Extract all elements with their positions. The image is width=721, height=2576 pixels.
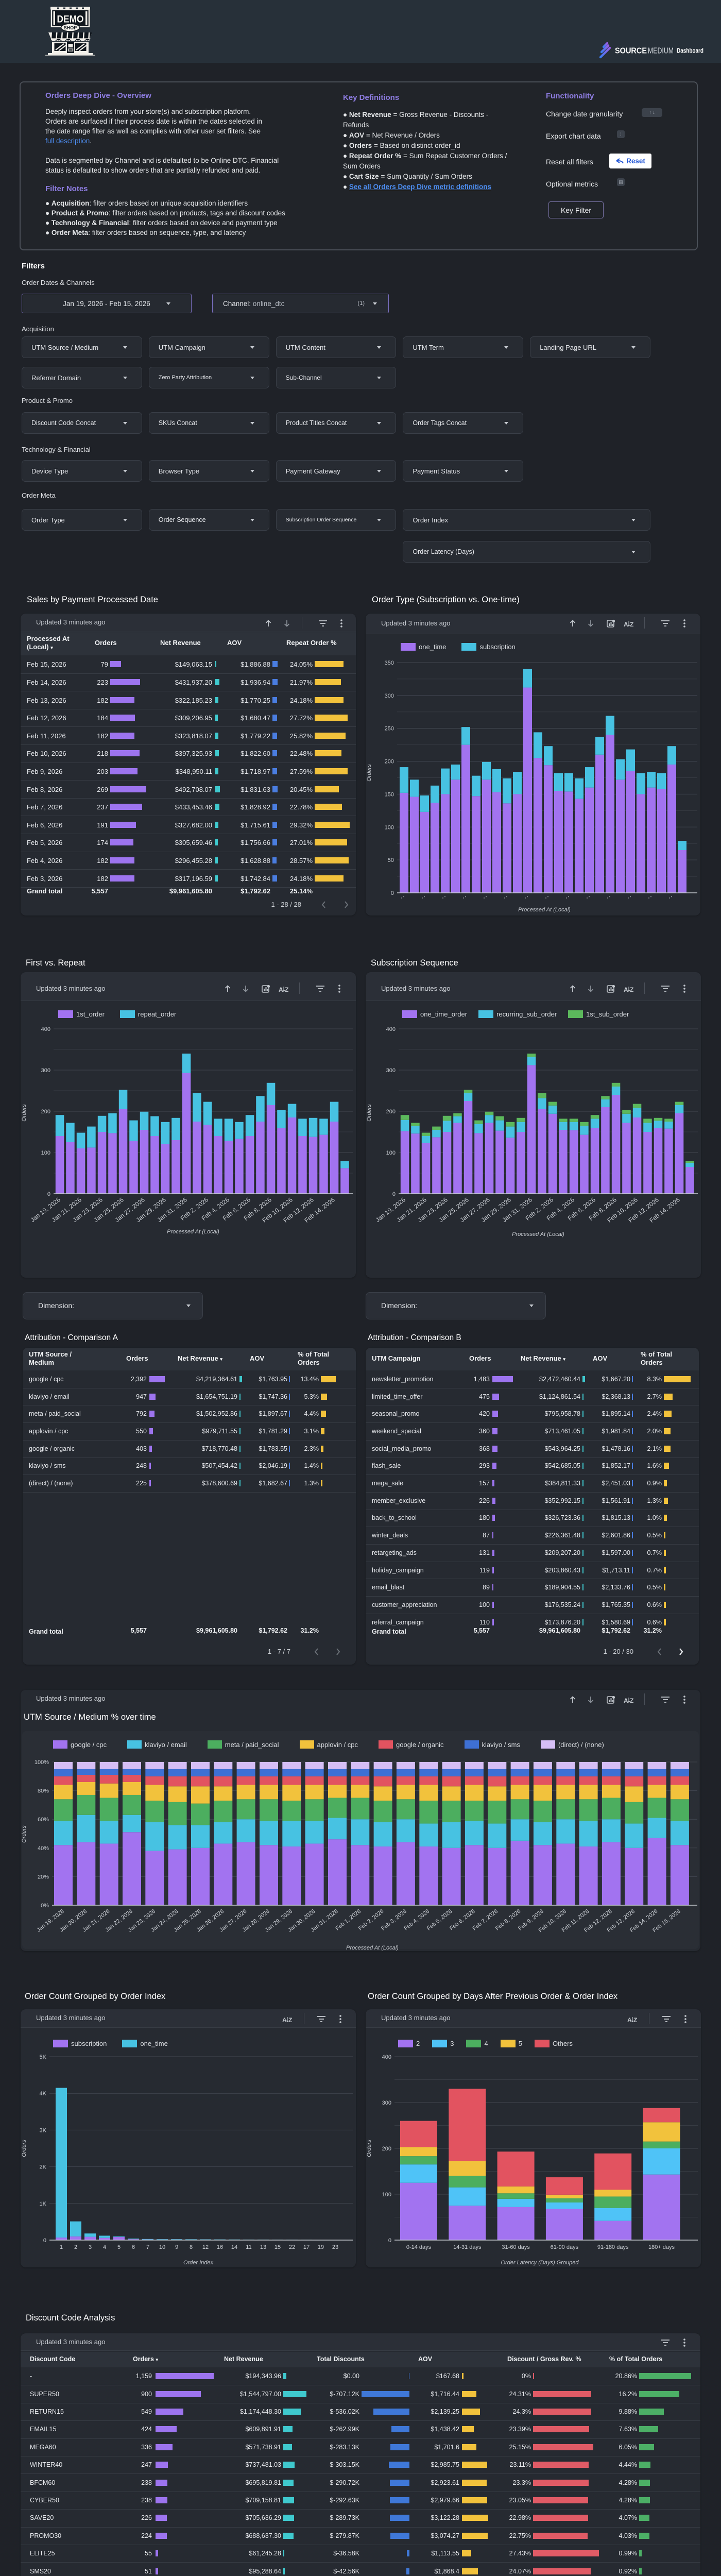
svg-text:1K: 1K xyxy=(40,2201,47,2207)
svg-text:22: 22 xyxy=(289,2244,295,2250)
svg-text:11: 11 xyxy=(246,2244,251,2250)
svg-text:DEMO: DEMO xyxy=(57,14,84,25)
svg-text:3K: 3K xyxy=(40,2127,47,2133)
svg-text:61-90 days: 61-90 days xyxy=(551,2244,579,2250)
svg-text:14-31 days: 14-31 days xyxy=(453,2244,482,2250)
svg-text:Dashboard: Dashboard xyxy=(677,47,703,55)
svg-text:400: 400 xyxy=(382,2054,391,2060)
svg-text:0: 0 xyxy=(47,1191,50,1197)
svg-text:180+ days: 180+ days xyxy=(648,2244,675,2250)
svg-text:Order Latency (Days) Grouped: Order Latency (Days) Grouped xyxy=(501,2260,579,2266)
svg-text:80%: 80% xyxy=(38,1788,49,1794)
svg-text:50: 50 xyxy=(388,857,394,863)
svg-text:23: 23 xyxy=(332,2244,338,2250)
svg-text:0-14 days: 0-14 days xyxy=(406,2244,432,2250)
svg-text:Orders: Orders xyxy=(366,1104,372,1122)
svg-text:10: 10 xyxy=(159,2244,165,2250)
svg-text:Orders: Orders xyxy=(21,1104,27,1122)
svg-text:40%: 40% xyxy=(38,1845,49,1852)
svg-text:15: 15 xyxy=(274,2244,281,2250)
svg-text:6: 6 xyxy=(132,2244,135,2250)
svg-text:5: 5 xyxy=(117,2244,121,2250)
svg-text:200: 200 xyxy=(41,1109,50,1115)
svg-text:Orders: Orders xyxy=(21,1825,27,1843)
svg-text:Z: Z xyxy=(633,2016,637,2024)
svg-text:20%: 20% xyxy=(38,1874,49,1880)
svg-text:300: 300 xyxy=(386,1067,396,1074)
svg-text:Z: Z xyxy=(630,621,633,628)
svg-text:0: 0 xyxy=(43,2238,46,2244)
svg-text:100: 100 xyxy=(386,1150,396,1156)
svg-text:A: A xyxy=(627,2016,632,2024)
svg-text:300: 300 xyxy=(382,2100,391,2106)
svg-text:400: 400 xyxy=(41,1026,50,1032)
svg-text:Orders: Orders xyxy=(366,2140,372,2157)
svg-text:Order Index: Order Index xyxy=(183,2260,214,2266)
svg-text:300: 300 xyxy=(41,1067,50,1074)
svg-text:Z: Z xyxy=(288,2016,292,2024)
svg-text:5K: 5K xyxy=(40,2054,47,2060)
svg-text:SHOP: SHOP xyxy=(64,25,77,30)
svg-text:Processed At (Local): Processed At (Local) xyxy=(167,1229,219,1235)
svg-text:91-180 days: 91-180 days xyxy=(597,2244,629,2250)
svg-text:A: A xyxy=(624,621,628,628)
svg-text:Processed At (Local): Processed At (Local) xyxy=(346,1945,399,1951)
svg-text:Z: Z xyxy=(285,986,288,993)
svg-text:0%: 0% xyxy=(41,1903,49,1909)
svg-text:100: 100 xyxy=(41,1150,50,1156)
svg-text:7: 7 xyxy=(146,2244,149,2250)
svg-text:200: 200 xyxy=(386,1109,396,1115)
svg-text:2: 2 xyxy=(74,2244,77,2250)
svg-text:Z: Z xyxy=(630,1697,633,1704)
svg-text:300: 300 xyxy=(385,693,394,699)
svg-text:2K: 2K xyxy=(40,2164,47,2171)
svg-text:3: 3 xyxy=(89,2244,92,2250)
svg-text:A: A xyxy=(624,986,628,993)
svg-text:A: A xyxy=(279,986,283,993)
svg-text:8: 8 xyxy=(190,2244,193,2250)
svg-text:14: 14 xyxy=(231,2244,237,2250)
svg-text:Processed At (Local): Processed At (Local) xyxy=(512,1231,564,1238)
svg-text:0: 0 xyxy=(388,2238,391,2244)
svg-text:0: 0 xyxy=(391,890,394,896)
svg-text:A: A xyxy=(624,1697,628,1704)
svg-text:100: 100 xyxy=(382,2192,391,2198)
svg-text:400: 400 xyxy=(386,1026,396,1032)
svg-text:13: 13 xyxy=(260,2244,266,2250)
svg-text:200: 200 xyxy=(382,2146,391,2152)
svg-text:A: A xyxy=(282,2016,287,2024)
svg-text:17: 17 xyxy=(303,2244,310,2250)
svg-text:Orders: Orders xyxy=(366,764,372,782)
svg-text:9: 9 xyxy=(175,2244,178,2250)
svg-text:19: 19 xyxy=(318,2244,324,2250)
svg-text:150: 150 xyxy=(385,791,394,798)
svg-text:12: 12 xyxy=(202,2244,209,2250)
svg-text:4: 4 xyxy=(103,2244,106,2250)
svg-text:350: 350 xyxy=(385,660,394,666)
svg-text:Z: Z xyxy=(630,986,633,993)
svg-text:16: 16 xyxy=(217,2244,223,2250)
svg-text:31-60 days: 31-60 days xyxy=(502,2244,530,2250)
svg-text:MEDIUM: MEDIUM xyxy=(648,47,674,56)
svg-text:200: 200 xyxy=(385,759,394,765)
svg-text:60%: 60% xyxy=(38,1817,49,1823)
svg-text:0: 0 xyxy=(392,1191,396,1197)
svg-text:100: 100 xyxy=(385,824,394,831)
svg-text:Orders: Orders xyxy=(21,2140,27,2157)
svg-text:100%: 100% xyxy=(35,1759,49,1766)
svg-text:1: 1 xyxy=(60,2244,63,2250)
svg-text:Processed At (Local): Processed At (Local) xyxy=(518,907,571,913)
svg-text:250: 250 xyxy=(385,726,394,732)
svg-text:4K: 4K xyxy=(40,2091,47,2097)
svg-text:SOURCE: SOURCE xyxy=(615,47,647,56)
